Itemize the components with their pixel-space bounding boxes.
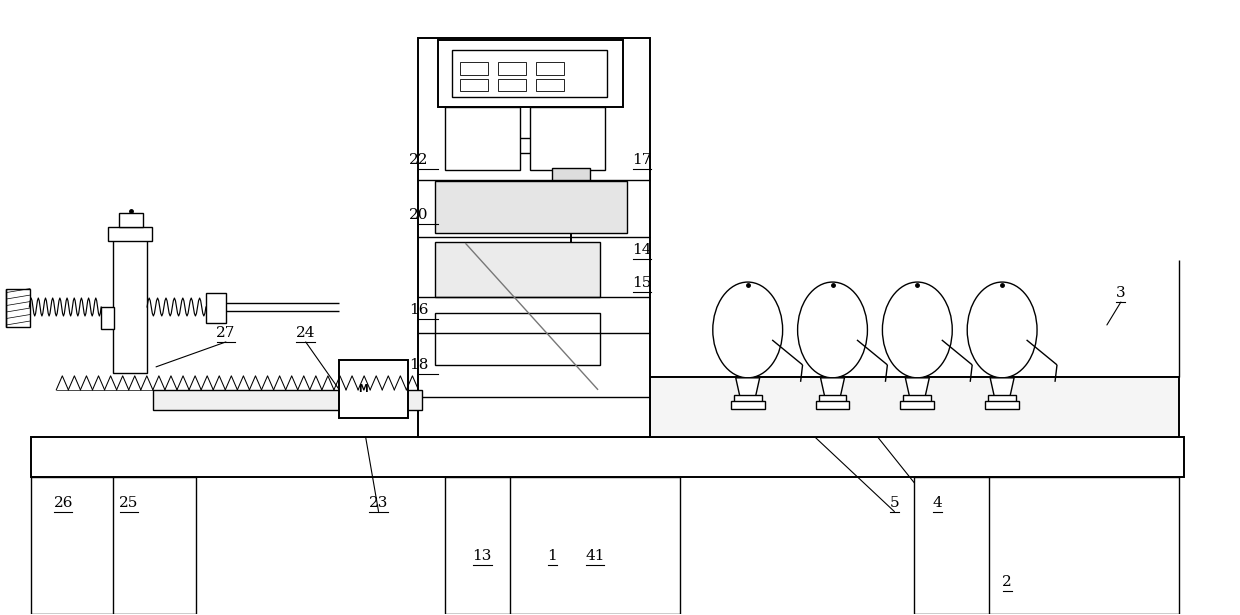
Text: 27: 27: [216, 326, 236, 340]
Bar: [6, 289, 30, 327]
Bar: [498, 79, 526, 92]
Bar: [339, 360, 408, 418]
Bar: [914, 477, 1179, 614]
Text: 20: 20: [409, 208, 429, 222]
Bar: [536, 79, 564, 92]
Bar: [435, 242, 600, 297]
Bar: [119, 213, 143, 227]
Polygon shape: [991, 378, 1014, 396]
Text: 13: 13: [472, 549, 492, 563]
Ellipse shape: [883, 282, 952, 378]
Bar: [102, 307, 114, 329]
Bar: [904, 395, 931, 402]
Polygon shape: [735, 378, 760, 396]
Text: 18: 18: [409, 358, 429, 372]
Bar: [818, 395, 847, 402]
Bar: [445, 477, 680, 614]
Bar: [730, 401, 765, 409]
Bar: [536, 62, 564, 74]
Bar: [734, 395, 761, 402]
Bar: [650, 377, 1179, 437]
Bar: [498, 62, 526, 74]
Text: 26: 26: [53, 496, 73, 510]
Bar: [900, 401, 934, 409]
Text: 4: 4: [932, 496, 942, 510]
Text: 14: 14: [632, 243, 652, 257]
Bar: [435, 313, 600, 365]
Bar: [985, 401, 1019, 409]
Text: 41: 41: [585, 549, 605, 563]
Bar: [113, 238, 148, 373]
Text: 24: 24: [296, 326, 315, 340]
Bar: [31, 477, 196, 614]
Text: 25: 25: [119, 496, 139, 510]
Bar: [460, 62, 489, 74]
Text: 3: 3: [1116, 286, 1126, 300]
Bar: [153, 390, 423, 410]
Bar: [435, 181, 627, 233]
Bar: [552, 169, 590, 220]
Bar: [206, 293, 226, 323]
Bar: [988, 395, 1016, 402]
Text: 5: 5: [889, 496, 899, 510]
Text: M: M: [358, 384, 367, 394]
Bar: [453, 50, 608, 97]
Bar: [460, 79, 489, 92]
Text: 15: 15: [632, 276, 652, 290]
Bar: [445, 108, 521, 170]
Bar: [439, 39, 622, 108]
Text: 17: 17: [632, 153, 652, 167]
Polygon shape: [821, 378, 844, 396]
Bar: [31, 437, 1184, 477]
Bar: [816, 401, 849, 409]
Bar: [418, 38, 650, 437]
Text: 1: 1: [547, 549, 557, 563]
Text: 16: 16: [409, 303, 429, 317]
Ellipse shape: [713, 282, 782, 378]
Bar: [108, 227, 153, 241]
Bar: [531, 108, 605, 170]
Text: 22: 22: [409, 153, 429, 167]
Text: 2: 2: [1002, 576, 1012, 589]
Ellipse shape: [797, 282, 868, 378]
Text: 23: 23: [368, 496, 388, 510]
Ellipse shape: [967, 282, 1037, 378]
Polygon shape: [905, 378, 929, 396]
